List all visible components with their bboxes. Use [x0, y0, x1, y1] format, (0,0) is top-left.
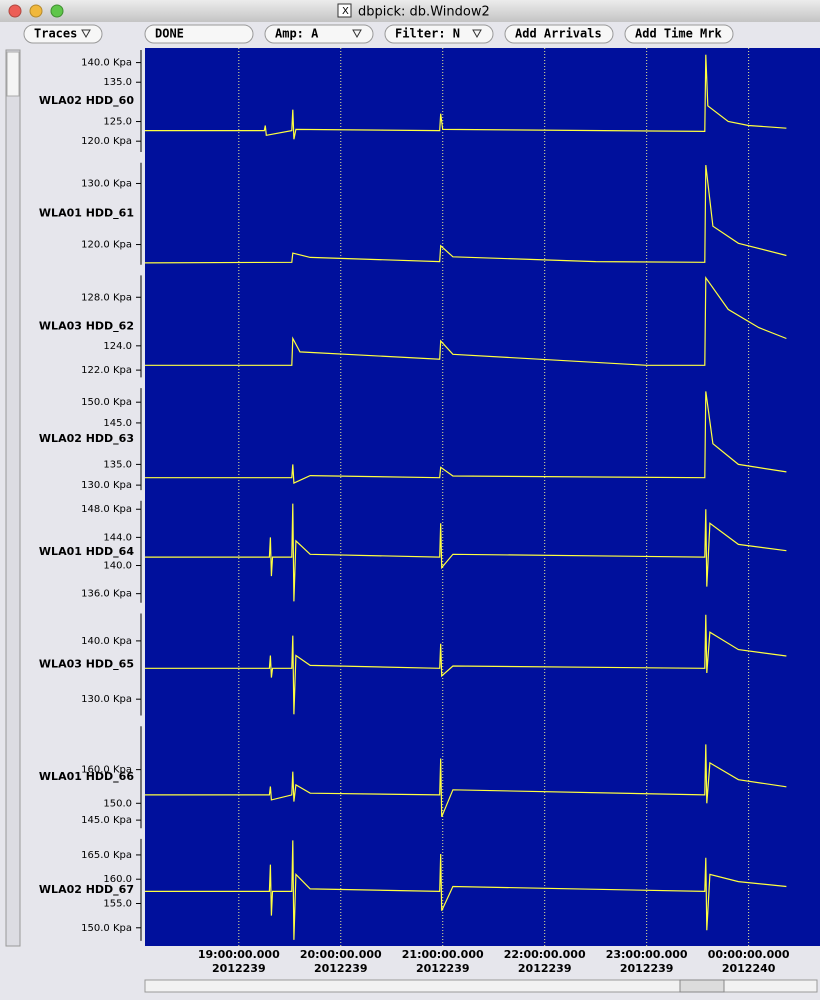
date-tick-label: 2012239 — [212, 962, 266, 975]
y-tick-label: 120.0 Kpa — [81, 240, 132, 251]
y-tick-label: 140.0 Kpa — [81, 636, 132, 647]
y-tick-label: 148.0 Kpa — [81, 504, 132, 515]
button-label: Add Time Mrk — [635, 27, 722, 41]
y-tick-label: 130.0 Kpa — [81, 178, 132, 189]
y-tick-label: 136.0 Kpa — [81, 589, 132, 600]
minimize-button[interactable] — [29, 4, 43, 18]
trace-label: WLA03 HDD_65 — [39, 658, 134, 671]
y-tick-label: 135.0 — [103, 77, 132, 88]
y-tick-label: 140.0 — [103, 561, 132, 572]
date-tick-label: 2012239 — [314, 962, 368, 975]
time-tick-label: 20:00:00.000 — [300, 948, 382, 961]
trace-label: WLA03 HDD_62 — [39, 319, 134, 332]
trace-label: WLA01 HDD_66 — [39, 770, 134, 783]
trace-label: WLA02 HDD_60 — [39, 94, 134, 107]
trace-label: WLA01 HDD_61 — [39, 207, 134, 220]
close-button[interactable] — [8, 4, 22, 18]
y-tick-label: 124.0 — [103, 341, 132, 352]
y-tick-label: 150.0 Kpa — [81, 923, 132, 934]
trace-label: WLA01 HDD_64 — [39, 545, 134, 558]
button-label: DONE — [155, 27, 184, 41]
x-icon — [337, 3, 352, 18]
y-tick-label: 165.0 Kpa — [81, 850, 132, 861]
time-tick-label: 19:00:00.000 — [198, 948, 280, 961]
time-tick-label: 22:00:00.000 — [504, 948, 586, 961]
button-label: Add Arrivals — [515, 27, 602, 41]
waveform — [145, 54, 787, 140]
date-tick-label: 2012239 — [518, 962, 572, 975]
time-tick-label: 00:00:00.000 — [708, 948, 790, 961]
window-title: dbpick: db.Window2 — [358, 5, 490, 20]
waveform — [144, 165, 787, 264]
toolbar-button[interactable] — [624, 24, 734, 44]
button-label: Traces — [34, 27, 77, 41]
y-tick-label: 145.0 Kpa — [81, 815, 132, 826]
waveform — [145, 391, 787, 485]
y-tick-label: 128.0 Kpa — [81, 292, 132, 303]
scroll-arrows[interactable] — [679, 979, 725, 993]
y-tick-label: 122.0 Kpa — [81, 365, 132, 376]
y-tick-label: 144.0 — [103, 532, 132, 543]
scroll-thumb[interactable] — [6, 51, 20, 97]
vertical-scrollbar[interactable] — [5, 49, 21, 947]
waveform — [145, 614, 787, 715]
toolbar-button[interactable] — [504, 24, 614, 44]
title-bar — [0, 0, 820, 22]
y-tick-label: 140.0 Kpa — [81, 58, 132, 69]
y-tick-label: 150.0 — [103, 798, 132, 809]
y-tick-label: 120.0 Kpa — [81, 136, 132, 147]
y-tick-label: 135.0 — [103, 459, 132, 470]
button-label: Filter: N — [395, 27, 460, 41]
dropdown-arrow — [81, 29, 91, 39]
waveform — [145, 503, 787, 602]
horizontal-scrollbar[interactable] — [144, 979, 818, 993]
trace-label: WLA02 HDD_63 — [39, 432, 134, 445]
x-icon-glyph: X — [342, 6, 349, 17]
y-tick-label: 125.0 — [103, 117, 132, 128]
zoom-button[interactable] — [50, 4, 64, 18]
plot-area — [145, 48, 820, 946]
waveform — [145, 275, 787, 366]
y-tick-label: 160.0 — [103, 874, 132, 885]
trace-label: WLA02 HDD_67 — [39, 883, 134, 896]
time-tick-label: 23:00:00.000 — [606, 948, 688, 961]
toolbar-button[interactable] — [144, 24, 254, 44]
dropdown-arrow — [352, 29, 362, 39]
waveform — [145, 840, 787, 940]
toolbar-button[interactable] — [264, 24, 374, 44]
waveform — [145, 744, 787, 818]
dropdown-arrow — [472, 29, 482, 39]
date-tick-label: 2012240 — [722, 962, 776, 975]
time-tick-label: 21:00:00.000 — [402, 948, 484, 961]
y-tick-label: 130.0 Kpa — [81, 480, 132, 491]
y-tick-label: 145.0 — [103, 418, 132, 429]
y-tick-label: 150.0 Kpa — [81, 397, 132, 408]
date-tick-label: 2012239 — [620, 962, 674, 975]
toolbar-button[interactable] — [384, 24, 494, 44]
y-tick-label: 130.0 Kpa — [81, 694, 132, 705]
date-tick-label: 2012239 — [416, 962, 470, 975]
y-tick-label: 160.0 Kpa — [81, 765, 132, 776]
y-tick-label: 155.0 — [103, 899, 132, 910]
button-label: Amp: A — [275, 27, 319, 41]
